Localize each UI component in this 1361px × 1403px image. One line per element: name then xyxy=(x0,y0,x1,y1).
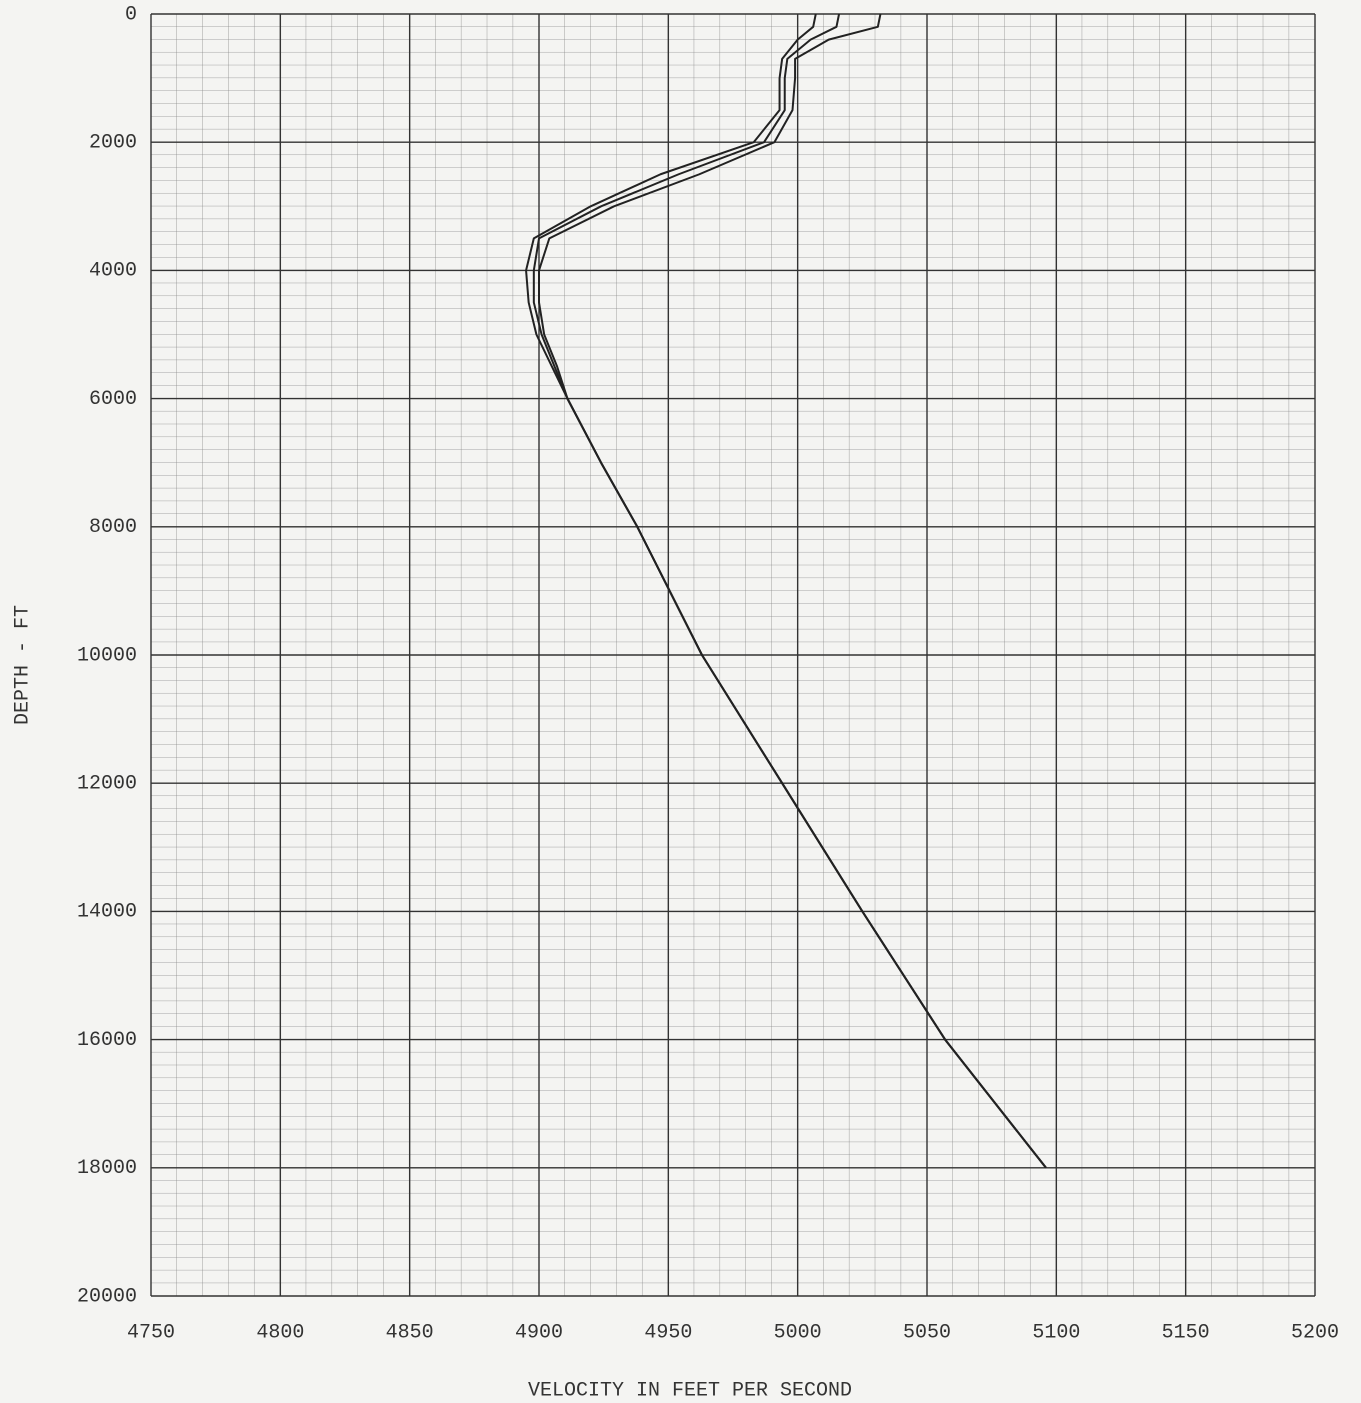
y-tick-label: 4000 xyxy=(89,260,137,283)
y-tick-label: 8000 xyxy=(89,516,137,539)
x-tick-label: 4850 xyxy=(386,1321,434,1344)
x-tick-label: 4950 xyxy=(644,1321,692,1344)
y-tick-label: 18000 xyxy=(77,1157,137,1180)
x-tick-label: 4750 xyxy=(127,1321,175,1344)
y-tick-label: 20000 xyxy=(77,1285,137,1308)
y-tick-label: 16000 xyxy=(77,1029,137,1052)
y-tick-label: 2000 xyxy=(89,131,137,154)
profile-line xyxy=(538,13,1047,1169)
x-tick-label: 5200 xyxy=(1291,1321,1339,1344)
x-tick-label: 5000 xyxy=(774,1321,822,1344)
y-tick-label: 0 xyxy=(125,3,137,26)
y-tick-label: 10000 xyxy=(77,644,137,667)
y-axis-label: DEPTH - FT xyxy=(11,605,34,725)
x-axis-label: VELOCITY IN FEET PER SECOND xyxy=(528,1379,852,1402)
x-tick-label: 4900 xyxy=(515,1321,563,1344)
x-tick-label: 5100 xyxy=(1032,1321,1080,1344)
x-tick-label: 4800 xyxy=(256,1321,304,1344)
y-tick-label: 6000 xyxy=(89,388,137,411)
x-tick-label: 5150 xyxy=(1162,1321,1210,1344)
y-tick-label: 14000 xyxy=(77,901,137,924)
y-tick-label: 12000 xyxy=(77,772,137,795)
x-tick-label: 5050 xyxy=(903,1321,951,1344)
